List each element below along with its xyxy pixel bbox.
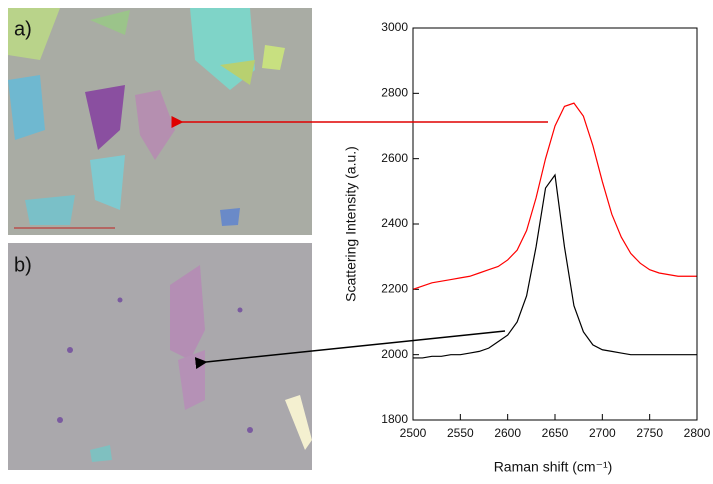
- y-tick-label: 2000: [381, 347, 408, 361]
- x-tick-label: 2650: [542, 426, 569, 440]
- panel-label: b): [14, 254, 32, 276]
- y-tick-label: 1800: [381, 412, 408, 426]
- y-tick-label: 2200: [381, 282, 408, 296]
- x-axis-label: Raman shift (cm⁻¹): [494, 459, 613, 475]
- y-tick-label: 2400: [381, 216, 408, 230]
- y-tick-label: 3000: [381, 20, 408, 34]
- data-line: [413, 173, 697, 359]
- data-line: [412, 102, 697, 290]
- plot-frame: [412, 27, 698, 421]
- x-tick-label: 2800: [684, 426, 711, 440]
- panel-label: a): [14, 18, 32, 40]
- micrograph-b: [8, 243, 312, 470]
- x-tick-label: 2700: [589, 426, 616, 440]
- x-tick-label: 2550: [447, 426, 474, 440]
- y-axis-label: Scattering Intensity (a.u.): [343, 146, 359, 302]
- x-tick-label: 2600: [494, 426, 521, 440]
- y-tick-label: 2800: [381, 86, 408, 100]
- arrow: [194, 330, 506, 370]
- y-tick-label: 2600: [381, 151, 408, 165]
- x-tick-label: 2750: [636, 426, 663, 440]
- x-tick-label: 2500: [400, 426, 427, 440]
- plot: 2500 2550 2600 2650 2700 2750 2800 1800 2000 2200…: [381, 20, 710, 440]
